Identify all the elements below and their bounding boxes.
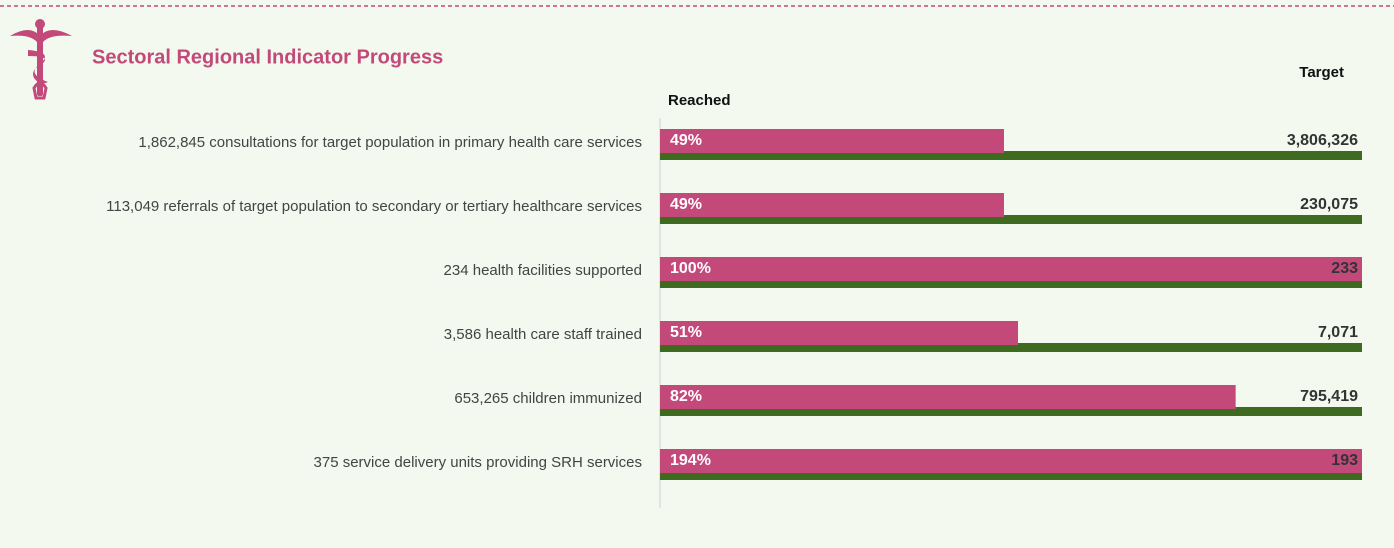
category-label-box: 375 service delivery units providing SRH… <box>20 438 642 488</box>
reached-label: 49% <box>670 196 702 213</box>
reached-bar <box>660 193 1004 217</box>
legend-target: Target <box>1299 64 1344 81</box>
chart-title: Sectoral Regional Indicator Progress <box>92 46 443 68</box>
target-label: 230,075 <box>1300 196 1358 213</box>
category-label-box: 1,862,845 consultations for target popul… <box>20 118 642 168</box>
reached-bar <box>660 257 1362 281</box>
health-icon <box>10 19 72 100</box>
target-bar <box>660 215 1362 224</box>
reached-bars <box>660 129 1362 473</box>
target-bar <box>660 151 1362 160</box>
reached-bar <box>660 385 1236 409</box>
category-label-box: 113,049 referrals of target population t… <box>20 182 642 232</box>
category-label: 3,586 health care staff trained <box>443 326 642 343</box>
reached-label: 82% <box>670 388 702 405</box>
target-label: 795,419 <box>1300 388 1358 405</box>
category-label: 375 service delivery units providing SRH… <box>313 454 642 471</box>
category-label-box: 653,265 children immunized <box>20 374 642 424</box>
category-label: 653,265 children immunized <box>454 390 642 407</box>
category-label-box: 234 health facilities supported <box>20 246 642 296</box>
category-label: 113,049 referrals of target population t… <box>106 198 642 215</box>
reached-label: 49% <box>670 132 702 149</box>
target-bar <box>660 279 1362 288</box>
reached-bar <box>660 129 1004 153</box>
reached-bar <box>660 449 1362 473</box>
category-label-box: 3,586 health care staff trained <box>20 310 642 360</box>
reached-label: 194% <box>670 452 711 469</box>
target-label: 193 <box>1331 452 1358 469</box>
target-label: 7,071 <box>1318 324 1358 341</box>
target-label: 233 <box>1331 260 1358 277</box>
category-label: 1,862,845 consultations for target popul… <box>138 134 642 151</box>
target-bar <box>660 343 1362 352</box>
reached-label: 51% <box>670 324 702 341</box>
reached-label: 100% <box>670 260 711 277</box>
target-label: 3,806,326 <box>1287 132 1358 149</box>
reached-bar <box>660 321 1019 345</box>
legend-reached: Reached <box>668 92 731 109</box>
category-label: 234 health facilities supported <box>443 262 642 279</box>
target-bar <box>660 471 1362 480</box>
target-bar <box>660 407 1362 416</box>
